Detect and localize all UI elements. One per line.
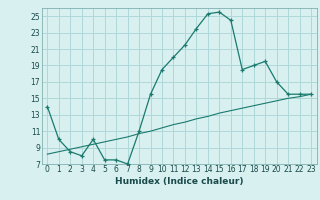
X-axis label: Humidex (Indice chaleur): Humidex (Indice chaleur) <box>115 177 244 186</box>
